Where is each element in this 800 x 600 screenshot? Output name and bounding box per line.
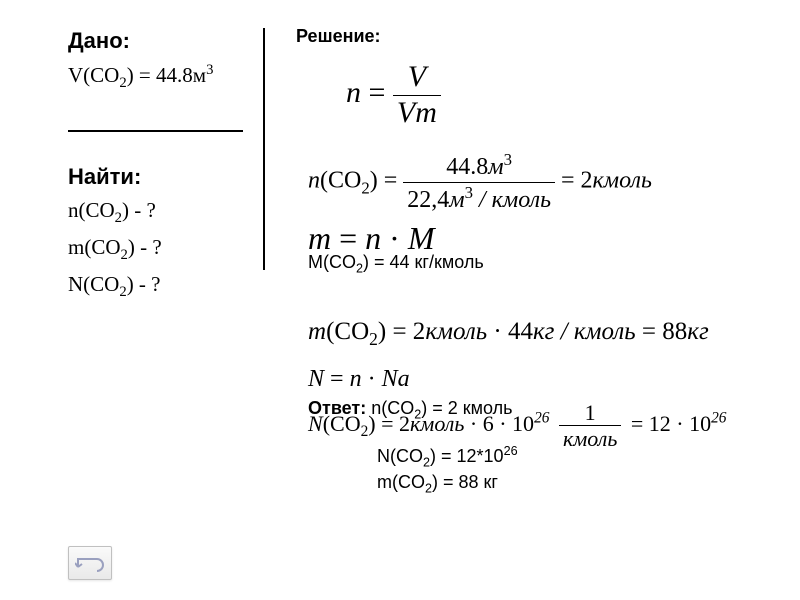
eq3-eq: = <box>331 220 365 256</box>
chemistry-problem-slide: Дано: V(CO2) = 44.8м3 Найти: n(CO2) - ? … <box>0 0 800 600</box>
find-m-lhs: m(CO <box>68 235 121 259</box>
eq6-6e26: · 6 · 10 <box>464 411 534 436</box>
eq5-eq: = <box>324 366 350 392</box>
eq6-2: ) = 2 <box>368 411 410 436</box>
given-heading: Дано: <box>68 28 248 54</box>
eq3-dot: · <box>381 220 408 256</box>
find-n: n(CO2) - ? <box>68 198 248 227</box>
find-n-lhs: n(CO <box>68 198 115 222</box>
calc-n-CO2: n(CO2) = 44.8м322,4м3 / кмоль = 2кмоль <box>308 150 652 214</box>
molar-mass-CO2: M(CO2) = 44 кг/кмоль <box>308 252 484 276</box>
eq6-sup: 26 <box>534 410 549 427</box>
ans-N-sub: 2 <box>423 456 430 470</box>
eq1-den: Vm <box>393 96 441 131</box>
eq3-n: n <box>365 220 381 256</box>
eq2-den-unit: м <box>449 187 464 213</box>
eq1-den-text: Vm <box>397 96 437 129</box>
formula-N-nNa: N = n · Na <box>308 366 410 393</box>
eq4-val2: · 44 <box>487 318 533 345</box>
ans-m-sub: 2 <box>425 482 432 496</box>
eq2-eq: ) = <box>370 168 404 194</box>
eq2-co: (CO <box>320 168 361 194</box>
find-m: m(CO2) - ? <box>68 235 248 264</box>
calc-m-CO2: m(CO2) = 2кмоль · 44кг / кмоль = 88кг <box>308 318 709 350</box>
eq2-den: 22,4м3 / кмоль <box>403 183 555 215</box>
answer-line-m: m(CO2) = 88 кг <box>377 472 498 496</box>
eq6-rhs-sup: 26 <box>711 410 726 427</box>
eq6-frac: 1кмоль <box>559 400 621 452</box>
ans-m-a: m(CO <box>377 472 425 492</box>
eq4-val1: ) = 2 <box>378 318 425 345</box>
return-icon <box>75 553 105 573</box>
eq1-num: V <box>393 60 441 96</box>
eq2-rhs-val: = 2 <box>555 168 593 194</box>
find-m-rhs: ) - ? <box>128 235 162 259</box>
find-n-rhs: ) - ? <box>122 198 156 222</box>
return-button[interactable] <box>68 546 112 580</box>
given-volume-lhs: V(CO <box>68 63 119 87</box>
answer-line-N: N(CO2) = 12*1026 <box>377 444 518 470</box>
eq4-m: m <box>308 318 326 345</box>
given-block: Дано: V(CO2) = 44.8м3 <box>68 28 248 102</box>
eq1-lhs: n <box>346 76 361 109</box>
find-m-sub: 2 <box>121 247 128 263</box>
eq4-u3: кг <box>687 318 708 345</box>
eq6-den: кмоль <box>559 426 621 451</box>
eq5-Na: Na <box>382 366 410 392</box>
eq2-rhs-unit: кмоль <box>593 168 652 194</box>
eq6-kmol: кмоль <box>410 411 464 436</box>
eq2-num-unit: м <box>488 154 503 180</box>
mm-b: ) = 44 кг/кмоль <box>363 252 484 272</box>
eq1-eq: = <box>361 76 393 109</box>
eq5-n: n <box>350 366 362 392</box>
find-bigN: N(CO2) - ? <box>68 272 248 301</box>
mm-sub: 2 <box>356 262 363 276</box>
eq2-sub: 2 <box>361 178 369 197</box>
given-volume: V(CO2) = 44.8м3 <box>68 62 248 92</box>
eq6-co: (CO <box>323 411 361 436</box>
eq2-num-sup: 3 <box>504 150 512 169</box>
ans-N-sup: 26 <box>504 444 518 458</box>
given-volume-rhs: ) = 44.8м <box>127 63 206 87</box>
eq2-den-sup: 3 <box>465 183 473 202</box>
eq2-n: n <box>308 168 320 194</box>
find-N-rhs: ) - ? <box>127 272 161 296</box>
eq4-sub: 2 <box>369 329 378 349</box>
eq6-rhs: = 12 · 10 <box>625 411 711 436</box>
ans-m-b: ) = 88 кг <box>432 472 498 492</box>
eq2-frac: 44.8м322,4м3 / кмоль <box>403 150 555 214</box>
eq6-den-text: кмоль <box>563 426 617 451</box>
eq5-dot: · <box>362 366 382 392</box>
find-heading: Найти: <box>68 164 248 190</box>
find-block: Найти: n(CO2) - ? m(CO2) - ? N(CO2) - ? <box>68 164 248 310</box>
given-find-divider <box>68 130 243 132</box>
eq2-den-val: 22,4 <box>407 187 449 213</box>
eq1-frac: VVm <box>393 60 441 130</box>
eq3-M: M <box>408 220 435 256</box>
given-volume-sub: 2 <box>119 75 126 91</box>
given-solution-divider <box>263 28 265 270</box>
eq1-num-text: V <box>408 60 426 93</box>
eq2-num: 44.8м3 <box>403 150 555 183</box>
find-n-sub: 2 <box>115 210 122 226</box>
solution-heading: Решение: <box>296 26 381 47</box>
eq4-u2: кг / кмоль <box>533 318 636 345</box>
find-N-lhs: N(CO <box>68 272 119 296</box>
formula-n-V-Vm: n = VVm <box>346 60 441 130</box>
eq6-N: N <box>308 411 323 436</box>
given-volume-sup: 3 <box>206 62 213 78</box>
eq3-m: m <box>308 220 331 256</box>
ans-N-b: ) = 12*10 <box>430 446 504 466</box>
eq6-num: 1 <box>559 400 621 426</box>
ans-N-a: N(CO <box>377 446 423 466</box>
eq5-N: N <box>308 366 324 392</box>
find-N-sub: 2 <box>119 285 126 301</box>
eq2-num-val: 44.8 <box>446 154 488 180</box>
eq4-co: (CO <box>326 318 369 345</box>
eq2-den-kmol: / кмоль <box>473 187 551 213</box>
eq4-u1: кмоль <box>425 318 487 345</box>
eq4-val3: = 88 <box>636 318 688 345</box>
mm-a: M(CO <box>308 252 356 272</box>
